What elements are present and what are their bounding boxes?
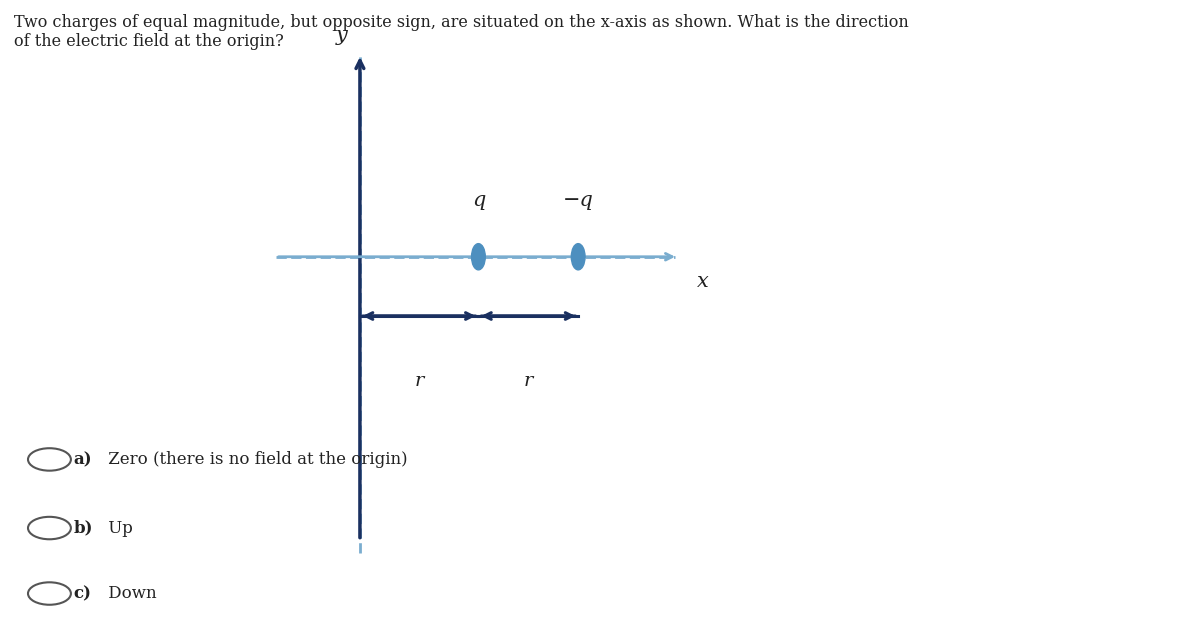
Text: a): a)	[73, 451, 92, 468]
Text: r: r	[523, 372, 533, 390]
Ellipse shape	[472, 244, 485, 270]
Text: x: x	[697, 272, 708, 291]
Text: c): c)	[73, 585, 91, 602]
Ellipse shape	[571, 244, 586, 270]
Text: −q: −q	[563, 191, 594, 210]
Text: b): b)	[73, 520, 92, 537]
Text: y: y	[335, 26, 347, 45]
Text: Down: Down	[103, 585, 157, 602]
Text: q: q	[472, 191, 485, 210]
Text: r: r	[414, 372, 424, 390]
Text: Zero (there is no field at the origin): Zero (there is no field at the origin)	[103, 451, 408, 468]
Text: Two charges of equal magnitude, but opposite sign, are situated on the x-axis as: Two charges of equal magnitude, but oppo…	[13, 13, 908, 50]
Text: Up: Up	[103, 520, 133, 537]
